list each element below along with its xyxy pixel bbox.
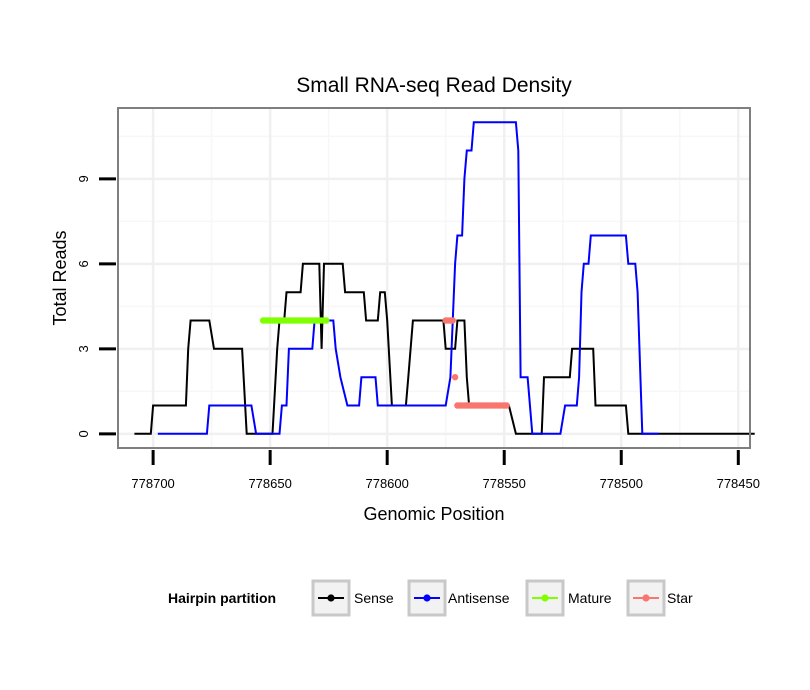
data-point-star xyxy=(451,374,459,381)
y-tick-label: 9 xyxy=(76,175,91,182)
legend-key-dot xyxy=(327,594,335,602)
legend: Hairpin partition Sense Antisense Mature St… xyxy=(168,579,693,617)
data-point-mature xyxy=(323,317,330,324)
axes: 778700 778650 778600 778550 778500 778450 0 3 6 9 xyxy=(76,175,760,491)
series-layer xyxy=(134,121,755,435)
grid-lines xyxy=(118,108,750,448)
legend-label-sense: Sense xyxy=(354,590,394,606)
data-point-star xyxy=(503,402,510,409)
x-axis-label: Genomic Position xyxy=(363,504,504,524)
chart-title: Small RNA-seq Read Density xyxy=(296,74,572,97)
legend-label-star: Star xyxy=(667,590,693,606)
legend-item-star: Star xyxy=(626,579,693,617)
legend-item-mature: Mature xyxy=(525,579,612,617)
x-tick-label: 778550 xyxy=(483,476,526,491)
x-tick-label: 778450 xyxy=(717,476,760,491)
legend-item-sense: Sense xyxy=(311,579,394,617)
series-mature xyxy=(259,317,330,324)
y-axis-label: Total Reads xyxy=(50,230,70,325)
plot-panel-border xyxy=(117,107,751,449)
legend-label-antisense: Antisense xyxy=(448,590,510,606)
x-tick-label: 778600 xyxy=(365,476,408,491)
legend-item-antisense: Antisense xyxy=(407,579,510,617)
series-antisense xyxy=(157,121,659,435)
legend-title: Hairpin partition xyxy=(168,590,276,606)
x-tick-label: 778500 xyxy=(600,476,643,491)
data-point-star xyxy=(449,317,456,324)
x-tick-label: 778650 xyxy=(248,476,291,491)
series-line-antisense xyxy=(157,121,659,435)
y-tick-label: 3 xyxy=(76,345,91,352)
y-tick-label: 0 xyxy=(76,430,91,437)
y-tick-label: 6 xyxy=(76,260,91,267)
legend-label-mature: Mature xyxy=(568,590,612,606)
series-star xyxy=(442,317,510,409)
x-tick-label: 778700 xyxy=(131,476,174,491)
legend-key-dot xyxy=(541,594,549,602)
legend-key-dot xyxy=(423,594,431,602)
legend-key-dot xyxy=(642,594,650,602)
